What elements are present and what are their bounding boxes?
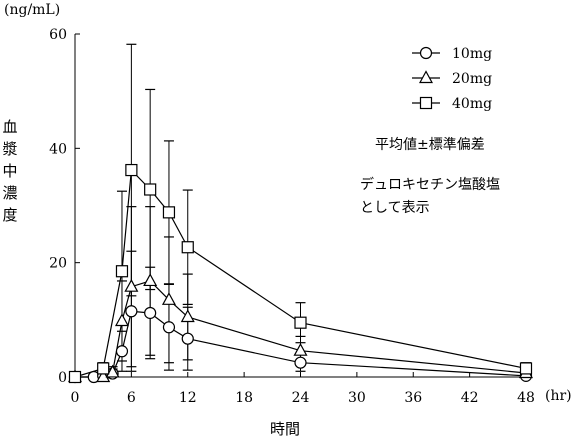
x-tick-label: 30 [348, 390, 366, 406]
x-tick-label: 0 [71, 390, 80, 406]
x-axis-unit: (hr) [545, 388, 572, 404]
x-tick-label: 12 [179, 390, 197, 406]
legend-label-40mg: 40mg [452, 96, 492, 112]
legend-marker-40mg [419, 96, 433, 110]
data-point-20mg [161, 292, 176, 305]
x-tick-label: 24 [292, 390, 310, 406]
legend-label-10mg: 10mg [452, 46, 492, 62]
y-tick-label: 40 [49, 141, 67, 157]
x-axis-label: 時間 [270, 420, 301, 438]
axes: 0 20 40 60 0 6 12 18 24 30 36 42 48 [49, 27, 535, 406]
data-point-40mg [162, 206, 176, 219]
series-markers [67, 163, 534, 384]
data-point-20mg [293, 342, 308, 356]
y-axis-unit: (ng/mL) [4, 2, 61, 18]
annotation-mean-sd: 平均値±標準偏差 [375, 137, 485, 153]
legend: 10mg 20mg 40mg [412, 46, 492, 112]
data-point-40mg [144, 183, 157, 196]
data-point-20mg [96, 369, 111, 383]
data-point-40mg [68, 370, 82, 384]
data-point-10mg [144, 306, 157, 320]
data-point-20mg [105, 364, 120, 378]
data-point-10mg [294, 356, 307, 369]
data-point-10mg [181, 332, 194, 345]
x-tick-label: 18 [235, 390, 253, 406]
annotation-compound: デュロキセチン塩酸塩 [360, 177, 500, 193]
data-point-40mg [294, 316, 307, 329]
y-axis-label: 血漿中濃度 [2, 118, 18, 224]
data-point-10mg [125, 305, 138, 318]
y-tick-label: 0 [58, 370, 67, 386]
data-point-20mg [124, 278, 139, 292]
data-point-40mg [115, 265, 129, 278]
data-point-20mg [114, 313, 129, 327]
y-tick-label: 20 [49, 256, 67, 272]
data-point-40mg [97, 362, 110, 375]
data-point-10mg [162, 321, 176, 334]
x-tick-label: 36 [404, 390, 422, 406]
legend-marker-20mg [418, 70, 434, 84]
legend-marker-10mg [419, 46, 433, 60]
x-tick-label: 6 [127, 390, 136, 406]
data-point-40mg [181, 241, 194, 254]
x-tick-label: 48 [517, 390, 535, 406]
annotation-expressed-as: として表示 [360, 200, 430, 216]
data-point-20mg [143, 273, 158, 287]
x-tick-label: 42 [461, 390, 479, 406]
data-point-40mg [519, 362, 533, 375]
data-point-40mg [125, 163, 138, 177]
legend-label-20mg: 20mg [452, 71, 492, 87]
y-tick-label: 60 [49, 27, 67, 43]
data-point-20mg [180, 309, 195, 323]
data-point-10mg [115, 345, 129, 358]
